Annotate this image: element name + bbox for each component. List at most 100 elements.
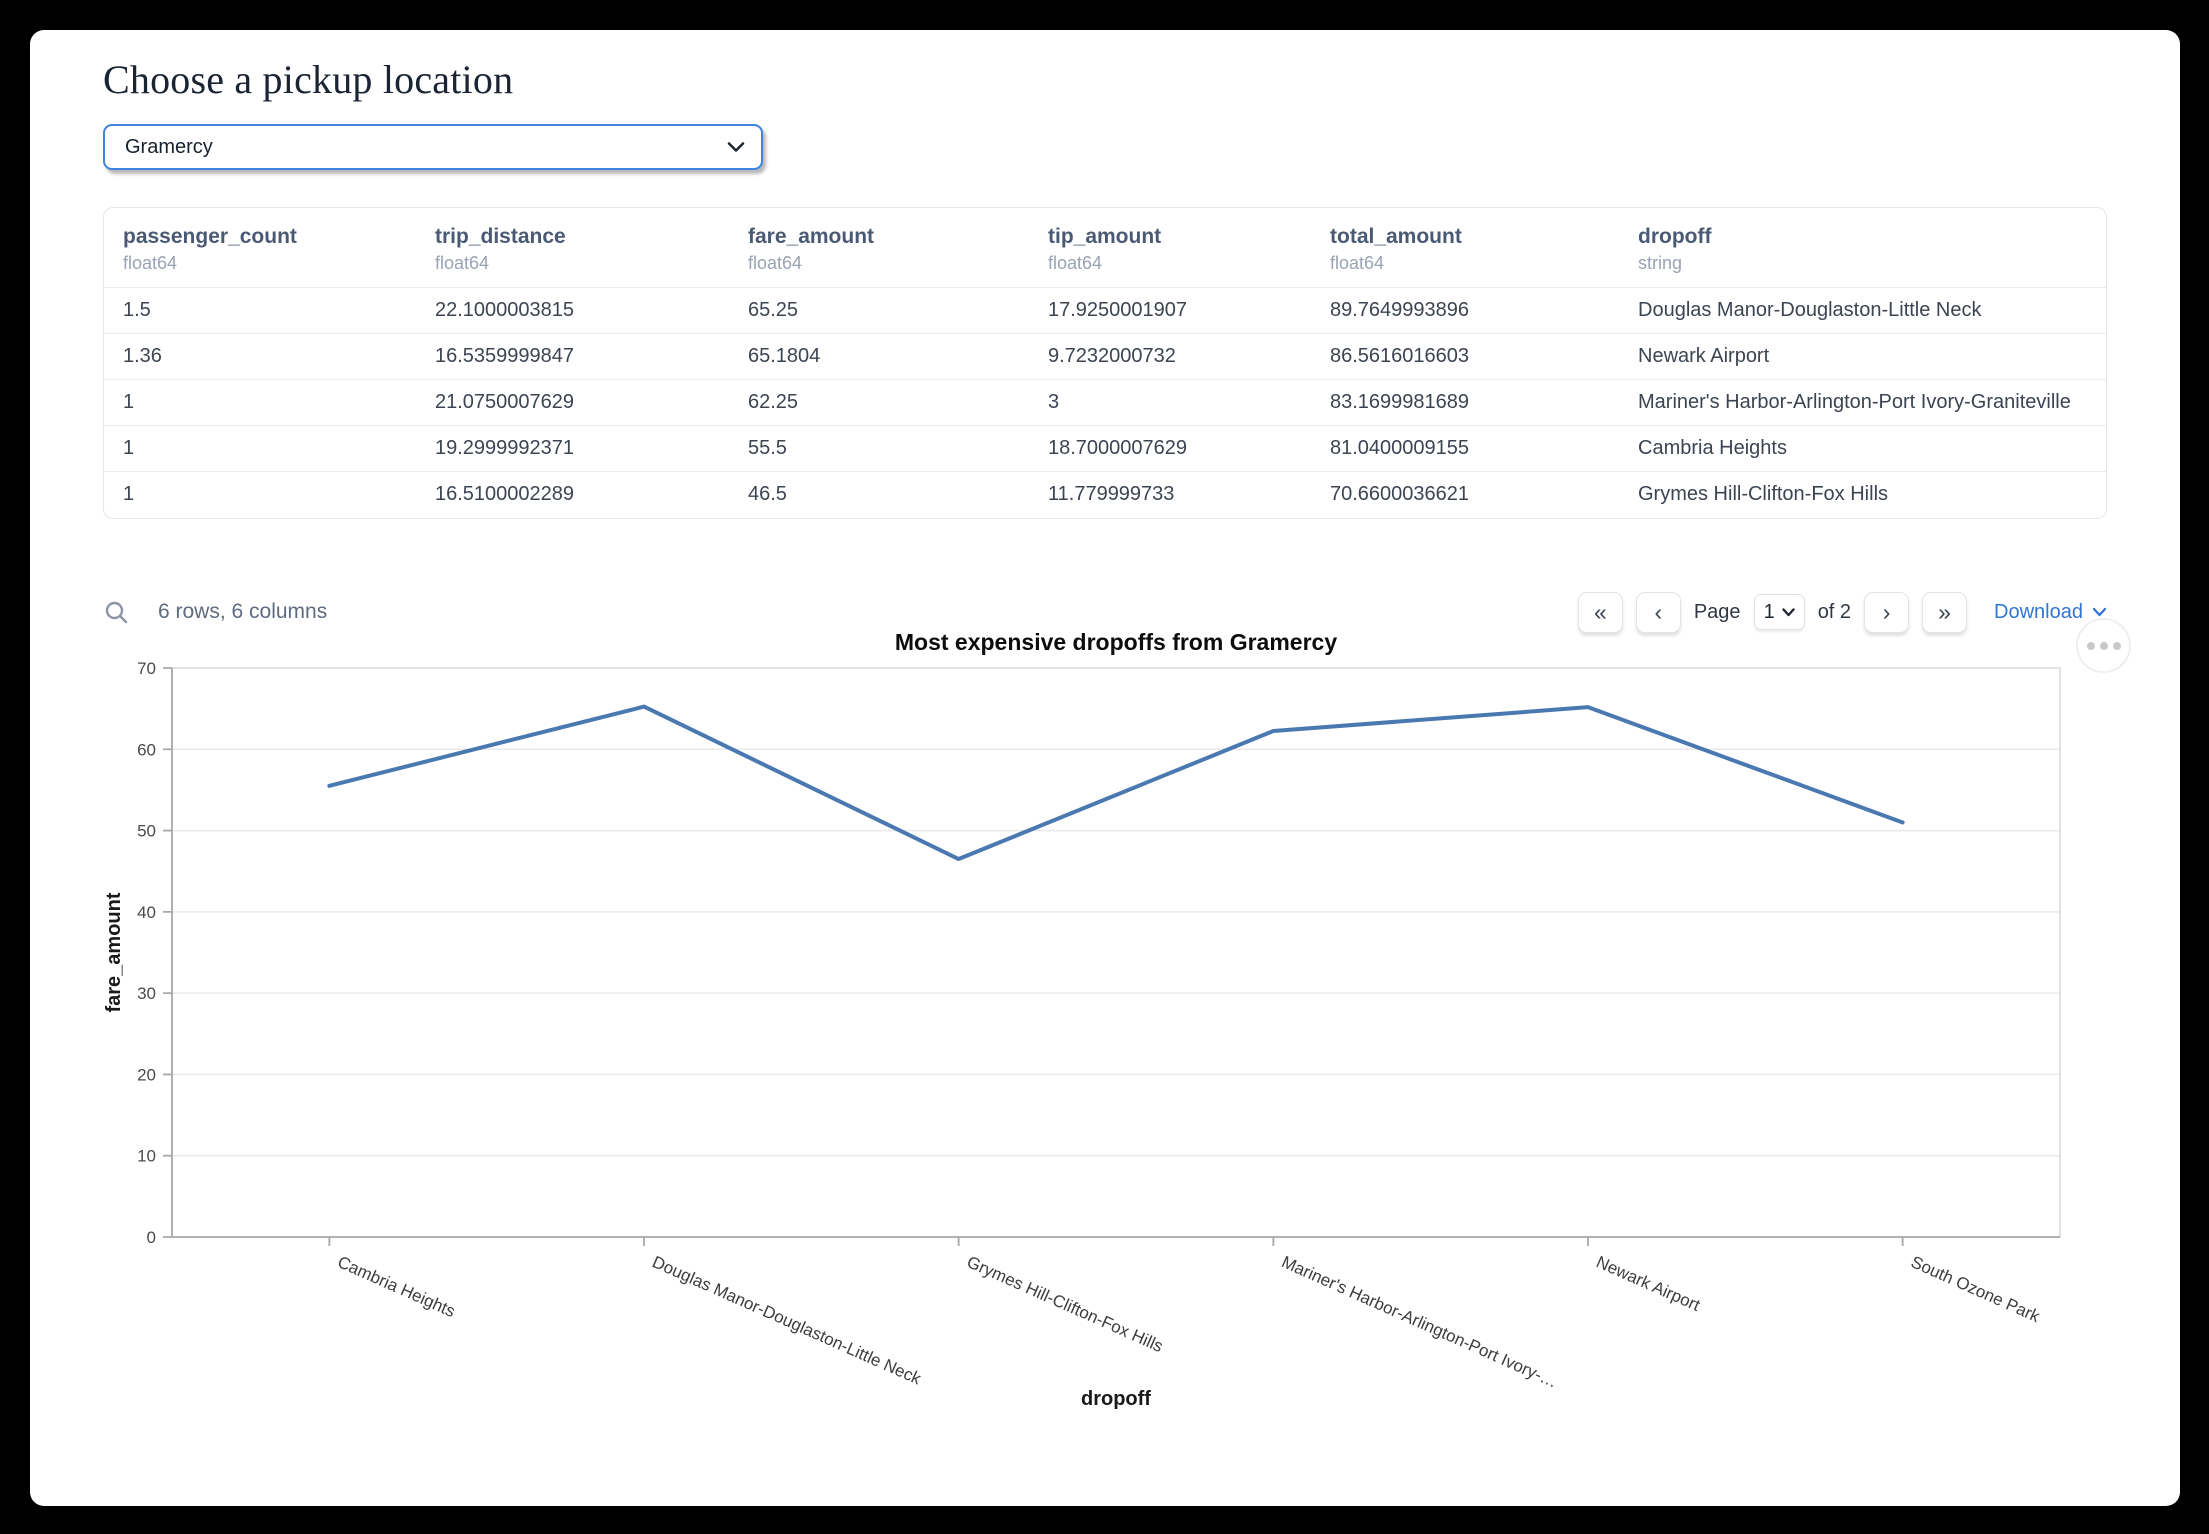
table-cell: 22.1000003815 (435, 299, 575, 321)
page-label: Page (1693, 600, 1741, 623)
y-tick-label: 70 (137, 659, 156, 678)
prev-page-button[interactable]: ‹ (1635, 591, 1681, 633)
x-tick-label: Cambria Heights (335, 1252, 458, 1321)
table-cell: 21.0750007629 (435, 391, 575, 413)
table-cell: 1 (123, 437, 135, 459)
column-header-passenger_count[interactable]: passenger_count float64 (104, 208, 416, 288)
table-cell: 65.25 (748, 299, 799, 321)
prev-page-glyph: ‹ (1654, 598, 1663, 625)
x-tick-label: Douglas Manor-Douglaston-Little Neck (649, 1252, 924, 1388)
table-cell: 3 (1048, 391, 1060, 413)
table-cell: 70.6600036621 (1330, 483, 1470, 506)
column-header-total_amount[interactable]: total_amount float64 (1311, 208, 1619, 288)
y-tick-label: 10 (137, 1147, 156, 1166)
table-cell: 62.25 (748, 391, 799, 413)
last-page-button[interactable]: » (1922, 591, 1968, 633)
table-row: 1 19.2999992371 55.5 18.7000007629 81.040000… (104, 425, 2106, 472)
table-body: 1.5 22.1000003815 65.25 17.9250001907 89.764… (104, 287, 2106, 518)
y-tick-label: 0 (147, 1228, 156, 1247)
x-tick-label: Grymes Hill-Clifton-Fox Hills (964, 1252, 1166, 1356)
app-card: Choose a pickup location Gramercy passen… (30, 30, 2180, 1506)
table-cell: 19.2999992371 (435, 437, 575, 459)
column-header-fare_amount[interactable]: fare_amount float64 (729, 208, 1029, 288)
pickup-location-select[interactable]: Gramercy (103, 124, 763, 170)
table-cell: 65.1804 (748, 345, 821, 367)
row-count-summary: 6 rows, 6 columns (158, 600, 328, 623)
table-cell: 17.9250001907 (1048, 299, 1188, 321)
table-cell: 1 (123, 483, 135, 506)
table-row: 1.36 16.5359999847 65.1804 9.7232000732 86.5… (104, 333, 2106, 380)
y-axis-title: fare_amount (103, 892, 125, 1012)
column-name: total_amount (1330, 225, 1462, 248)
table-cell: 81.0400009155 (1330, 437, 1470, 459)
x-axis-title: dropoff (1081, 1388, 1151, 1410)
table-cell: 16.5359999847 (435, 345, 575, 367)
table-cell: 89.7649993896 (1330, 299, 1470, 321)
last-page-glyph: » (1938, 598, 1951, 625)
y-tick-label: 20 (137, 1065, 156, 1084)
chart-title: Most expensive dropoffs from Gramercy (894, 629, 1338, 655)
table-cell: 46.5 (748, 483, 787, 506)
table-row: 1.5 22.1000003815 65.25 17.9250001907 89.764… (104, 287, 2106, 334)
search-icon[interactable] (103, 599, 130, 626)
column-header-tip_amount[interactable]: tip_amount float64 (1029, 208, 1311, 288)
column-type: float64 (1330, 253, 1385, 273)
chart-more-options-button[interactable] (2076, 618, 2131, 673)
table-cell: Newark Airport (1638, 345, 1770, 367)
table-row: 1 21.0750007629 62.25 3 83.1699981689 Mariner… (104, 379, 2106, 426)
table-cell: 86.5616016603 (1330, 345, 1470, 367)
chevron-down-icon (1781, 607, 1795, 616)
column-header-trip_distance[interactable]: trip_distance float64 (416, 208, 729, 288)
y-tick-label: 30 (137, 984, 156, 1003)
table-cell: Douglas Manor-Douglaston-Little Neck (1638, 299, 1982, 321)
page-of-label: of 2 (1817, 600, 1852, 623)
fare-amount-line (327, 704, 1905, 862)
chart-svg: 0 10 20 30 40 50 60 70 Cambria Heights Douglas Ma… (103, 659, 2061, 1410)
y-tick-label: 50 (137, 822, 156, 841)
column-type: string (1638, 253, 1683, 273)
table-cell: Mariner's Harbor-Arlington-Port Ivory-Gr… (1638, 391, 2071, 413)
column-type: float64 (123, 253, 178, 273)
table-cell: 18.7000007629 (1048, 437, 1188, 459)
pickup-location-value: Gramercy (125, 135, 213, 158)
x-tick-label: Mariner's Harbor-Arlington-Port Ivory-… (1279, 1252, 1561, 1391)
page-number-value: 1 (1763, 600, 1775, 623)
column-name: dropoff (1638, 225, 1712, 248)
first-page-glyph: « (1593, 598, 1607, 625)
next-page-glyph: › (1882, 598, 1891, 625)
download-label: Download (1994, 600, 2083, 623)
column-type: float64 (748, 253, 803, 273)
dot (2099, 641, 2108, 650)
x-tick-label: South Ozone Park (1908, 1252, 2043, 1326)
table-cell: 83.1699981689 (1330, 391, 1470, 413)
column-name: fare_amount (748, 225, 875, 248)
next-page-button[interactable]: › (1864, 591, 1910, 633)
table-footer: 6 rows, 6 columns « ‹ Page 1 of 2 › » (103, 588, 2107, 636)
column-name: passenger_count (123, 225, 297, 248)
column-type: float64 (435, 253, 490, 273)
page-title: Choose a pickup location (103, 57, 514, 102)
dot (2112, 641, 2121, 650)
table-cell: Cambria Heights (1638, 437, 1787, 459)
table-cell: 1 (123, 391, 135, 413)
chevron-down-icon (727, 142, 745, 152)
y-tick-label: 60 (137, 740, 156, 759)
column-name: trip_distance (435, 225, 566, 248)
table-cell: 16.5100002289 (435, 483, 575, 506)
table-cell: 9.7232000732 (1048, 345, 1176, 367)
page-number-select[interactable]: 1 (1753, 594, 1805, 630)
column-header-dropoff[interactable]: dropoff string (1619, 208, 2106, 288)
download-button[interactable]: Download (1994, 601, 2107, 624)
first-page-button[interactable]: « (1577, 591, 1623, 633)
dot (2086, 641, 2095, 650)
table-cell: 11.779999733 (1048, 483, 1175, 506)
table-cell: 55.5 (748, 437, 787, 459)
table-cell: 1.5 (123, 299, 151, 321)
chevron-down-icon (2092, 607, 2107, 617)
x-tick-label: Newark Airport (1593, 1252, 1703, 1315)
table-row: 1 16.5100002289 46.5 11.779999733 70.6600036… (104, 471, 2106, 518)
column-name: tip_amount (1048, 225, 1162, 248)
column-type: float64 (1048, 253, 1103, 273)
